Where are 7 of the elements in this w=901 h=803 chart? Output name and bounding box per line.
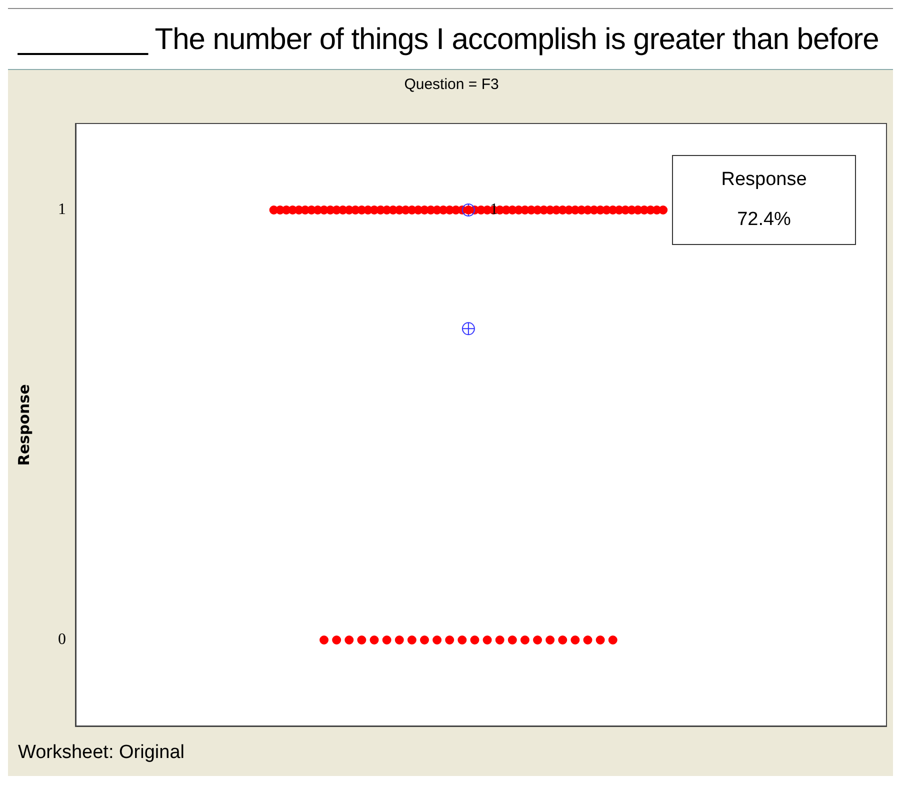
y-tick-label: 0 bbox=[58, 631, 66, 648]
y-axis-title: Response bbox=[14, 384, 33, 466]
chart-subtitle: Question = F3 bbox=[404, 76, 499, 94]
text: Worksheet: Original bbox=[17, 742, 186, 764]
annotation: 1 bbox=[490, 201, 498, 218]
text-box: Response 72.4% bbox=[672, 155, 856, 245]
chart-title: ________ The number of things I accomplish is greater than before bbox=[8, 8, 893, 70]
